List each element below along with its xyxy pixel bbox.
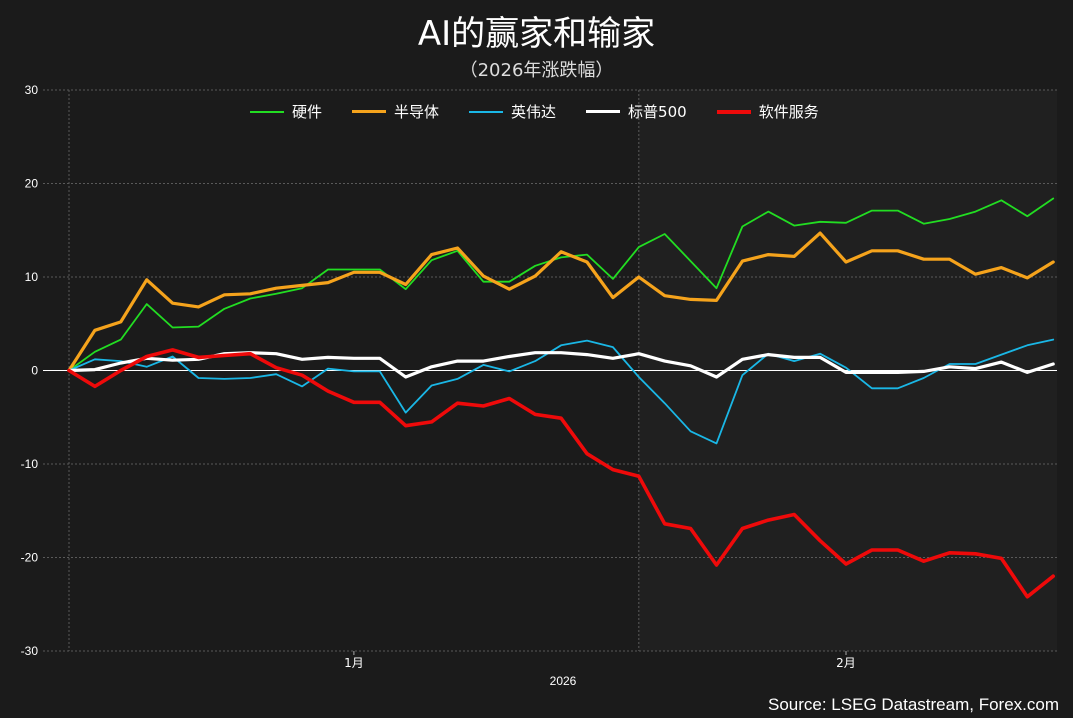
legend-item-sp500: 标普500 <box>586 101 687 122</box>
legend-label-software: 软件服务 <box>758 103 819 121</box>
series-line-1 <box>67 231 1055 373</box>
series-line-0 <box>68 197 1055 372</box>
legend-item-semiconductor: 半导体 <box>352 101 439 122</box>
chart-subtitle: （2026年涨跌幅） <box>459 60 614 81</box>
y-tick-label: -20 <box>21 551 39 565</box>
legend-swatch-nvidia <box>469 110 504 113</box>
x-tick-label: 1月 <box>344 656 364 670</box>
legend-swatch-hardware <box>250 110 284 113</box>
x-year-label: 2026 <box>550 674 577 688</box>
legend-label-sp500: 标普500 <box>628 103 687 121</box>
y-tick-label: 0 <box>31 364 38 378</box>
y-tick-label: 30 <box>25 83 39 97</box>
x-tick-label: 2月 <box>836 656 856 670</box>
legend-item-software: 软件服务 <box>716 101 819 122</box>
source-note: Source: LSEG Datastream, Forex.com <box>768 695 1059 714</box>
y-tick-label: 10 <box>25 270 39 284</box>
chart-title: AI的赢家和输家 <box>417 14 656 54</box>
chart-legend: 硬件 半导体 英伟达 标普500 软件服务 <box>250 101 849 122</box>
legend-swatch-sp500 <box>586 110 621 113</box>
legend-swatch-semiconductor <box>352 110 387 113</box>
y-tick-label: 20 <box>25 177 39 191</box>
legend-label-nvidia: 英伟达 <box>511 103 557 121</box>
y-tick-label: -30 <box>21 644 39 658</box>
series-line-2 <box>68 338 1055 445</box>
legend-swatch-software <box>716 109 751 114</box>
legend-label-hardware: 硬件 <box>292 103 323 121</box>
legend-item-hardware: 硬件 <box>250 101 322 122</box>
legend-item-nvidia: 英伟达 <box>469 101 556 122</box>
y-tick-label: -10 <box>21 457 39 471</box>
series-line-4 <box>67 348 1055 599</box>
legend-label-semiconductor: 半导体 <box>394 103 440 121</box>
